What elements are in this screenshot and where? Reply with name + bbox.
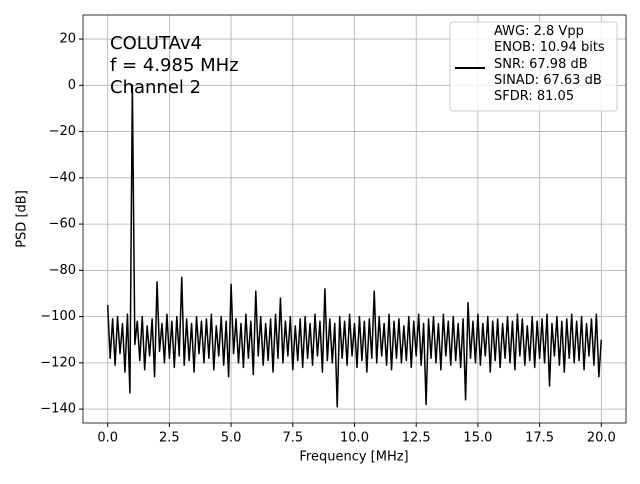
x-tick-label: 5.0 [221, 431, 242, 446]
y-tick-label: 20 [59, 32, 76, 47]
y-tick-label: −120 [40, 355, 76, 370]
plot-area [106, 84, 603, 408]
y-tick-label: −40 [49, 170, 76, 185]
y-axis-label: PSD [dB] [15, 190, 30, 248]
annotation-line: COLUTAv4 [110, 33, 202, 54]
x-axis-label: Frequency [MHz] [299, 450, 408, 465]
ticks: 0.0 2.5 5.0 7.5 10.0 12.5 15.0 17.5 20.0 20 0 −20 −4… [40, 32, 616, 446]
y-tick-label: −60 [49, 217, 76, 232]
x-tick-label: 20.0 [587, 431, 616, 446]
x-tick-label: 15.0 [463, 431, 492, 446]
x-tick-label: 12.5 [402, 431, 431, 446]
annotation-line: f = 4.985 MHz [110, 55, 239, 76]
annotation-line: Channel 2 [110, 77, 201, 98]
x-tick-label: 2.5 [159, 431, 180, 446]
psd-line [106, 84, 603, 408]
y-tick-label: −100 [40, 309, 76, 324]
y-tick-label: −80 [49, 263, 76, 278]
y-tick-label: 0 [68, 78, 76, 93]
y-tick-label: −20 [49, 124, 76, 139]
legend-entry: AWG: 2.8 Vpp ENOB: 10.94 bits SNR: 67.98… [494, 24, 605, 105]
x-tick-label: 7.5 [282, 431, 303, 446]
y-tick-label: −140 [40, 402, 76, 417]
x-tick-label: 10.0 [340, 431, 369, 446]
x-tick-label: 17.5 [525, 431, 554, 446]
legend-box [449, 21, 618, 112]
x-tick-label: 0.0 [97, 431, 118, 446]
